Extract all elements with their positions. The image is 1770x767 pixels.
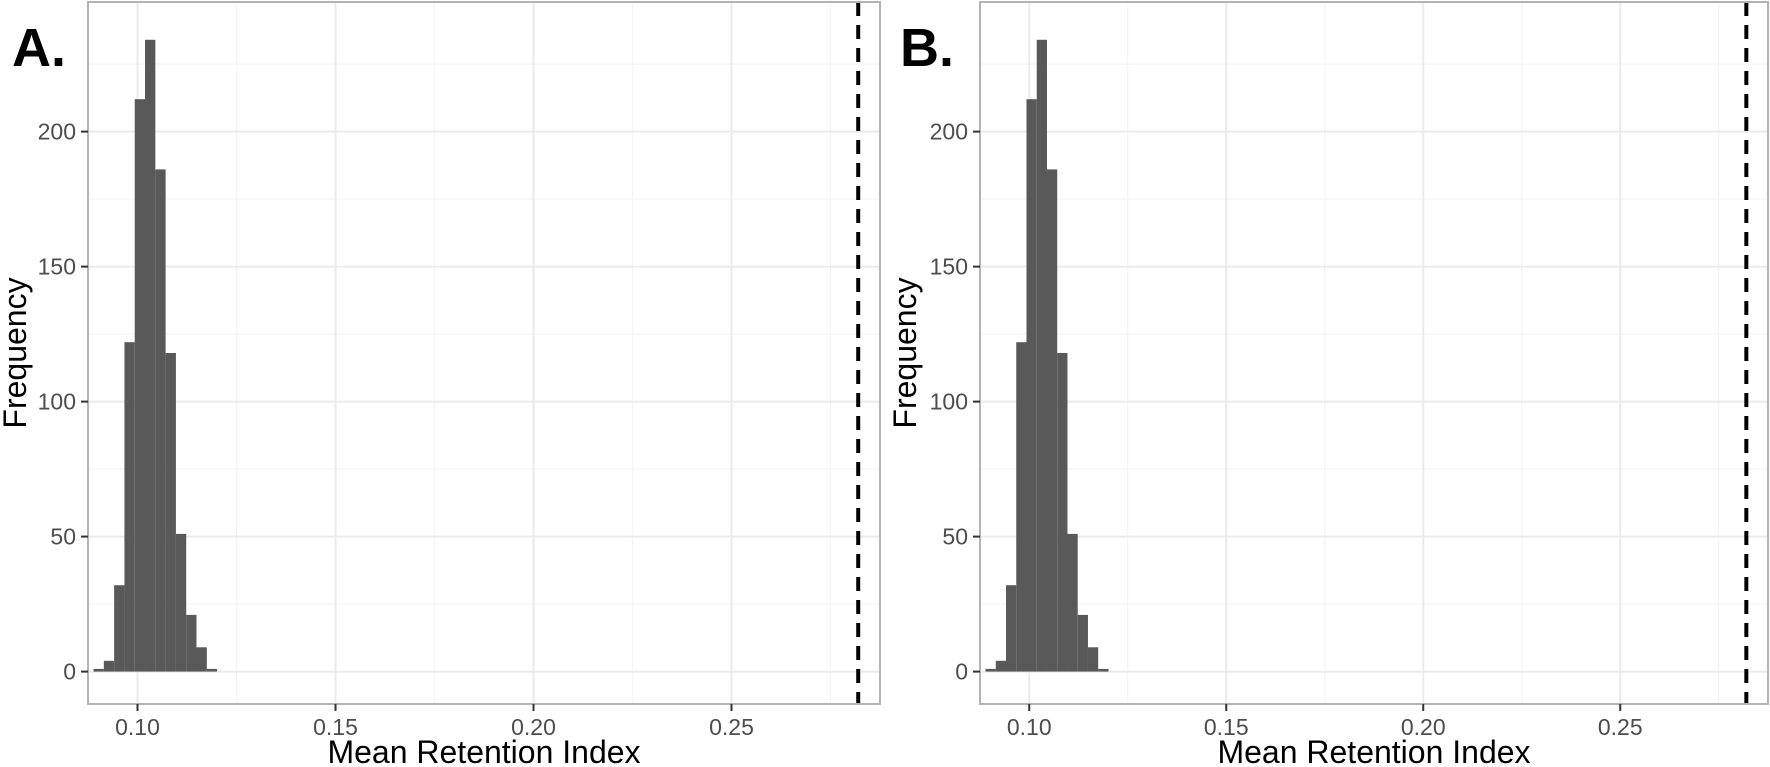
y-tick-label: 50 — [942, 524, 968, 550]
histogram-bar-10 — [186, 614, 197, 672]
y-tick-label: 0 — [955, 659, 968, 685]
histogram-bar-2 — [103, 660, 115, 672]
y-tick-label: 200 — [38, 119, 76, 145]
x-tick-label: 0.20 — [511, 714, 556, 740]
y-tick-label: 50 — [50, 524, 76, 550]
histogram-bar-8 — [1057, 353, 1068, 672]
histogram-bar-4 — [124, 342, 135, 672]
histogram-bar-12 — [206, 668, 218, 672]
histogram-bar-1 — [985, 668, 996, 672]
x-tick-label: 0.10 — [115, 714, 160, 740]
x-tick-label: 0.25 — [1598, 714, 1643, 740]
histogram-panel-1: 0 50 100 150 200 0.10 0.15 0.20 0.25 Mean Retenti… — [0, 1, 881, 767]
y-axis-title: Frequency — [0, 277, 33, 428]
y-tick-label: 200 — [930, 119, 968, 145]
histogram-bar-7 — [1046, 169, 1058, 672]
x-tick-label: 0.10 — [1007, 714, 1052, 740]
x-tick-label: 0.15 — [313, 714, 358, 740]
y-tick-label: 150 — [930, 254, 968, 280]
histogram-bar-3 — [114, 585, 125, 672]
histogram-bar-11 — [196, 647, 207, 672]
histogram-bar-5 — [134, 99, 146, 672]
histogram-bar-3 — [1006, 585, 1017, 672]
histogram-bar-9 — [175, 533, 187, 672]
panel-border — [87, 1, 881, 705]
histogram-bar-6 — [145, 39, 156, 672]
histogram-bar-9 — [1067, 533, 1078, 672]
y-tick-label: 100 — [930, 389, 968, 415]
histogram-bar-5 — [1026, 99, 1037, 672]
histogram-bar-11 — [1087, 647, 1099, 672]
y-axis-title: Frequency — [887, 277, 923, 428]
x-axis-title: Mean Retention Index — [327, 734, 640, 767]
histogram-bar-1 — [93, 668, 104, 672]
histogram-panel-2: 0 50 100 150 200 0.10 0.15 0.20 0.25 Mean Retenti… — [887, 1, 1769, 767]
plot-background — [980, 2, 1768, 704]
y-tick-label: 0 — [63, 659, 76, 685]
histogram-bar-7 — [155, 169, 166, 672]
x-tick-label: 0.20 — [1401, 714, 1446, 740]
histogram-bar-8 — [165, 353, 176, 672]
histogram-bar-6 — [1036, 39, 1047, 672]
histogram-bar-2 — [995, 660, 1007, 672]
histogram-bar-4 — [1016, 342, 1027, 672]
panel-border — [979, 1, 1769, 705]
plot-background — [88, 2, 880, 704]
y-tick-label: 150 — [38, 254, 76, 280]
histogram-bar-12 — [1098, 668, 1109, 672]
x-axis-title: Mean Retention Index — [1217, 734, 1530, 767]
x-tick-label: 0.25 — [709, 714, 754, 740]
y-tick-label: 100 — [38, 389, 76, 415]
histogram-bar-10 — [1077, 614, 1088, 672]
x-tick-label: 0.15 — [1204, 714, 1249, 740]
panel-label: B. — [900, 18, 954, 78]
panel-label: A. — [12, 18, 66, 78]
